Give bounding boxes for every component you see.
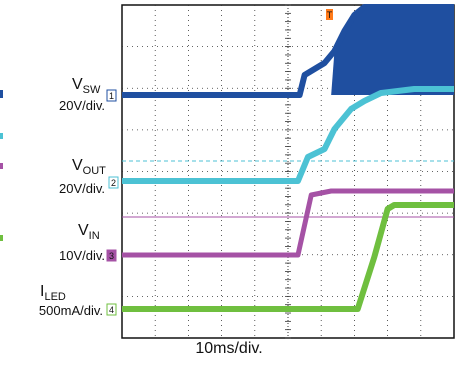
label-vout-sub: OUT [83, 165, 107, 177]
channel-marker-label-2: 2 [111, 178, 116, 188]
channel-marker-1: 1 [106, 89, 117, 102]
channel-marker-label-4: 4 [109, 305, 114, 315]
label-vin-scale: 10V/div. [59, 248, 105, 263]
label-iled-scale: 500mA/div. [39, 303, 103, 318]
label-vsw-scale: 20V/div. [59, 98, 105, 113]
channel-marker-label-1: 1 [109, 91, 114, 101]
trace-ch4 [122, 202, 454, 312]
label-vin-sub: IN [89, 230, 100, 242]
x-axis-scale-label: 10ms/div. [195, 340, 263, 357]
label-iled-main: I [40, 283, 44, 300]
channel-traces [122, 4, 454, 312]
label-iled: ILED 500mA/div. [39, 283, 103, 318]
svg-text:VSW: VSW [72, 76, 101, 96]
svg-text:ILED: ILED [40, 283, 66, 303]
reference-lines [122, 160, 454, 218]
left-edge-mark-cyan [0, 133, 3, 139]
label-vin-main: V [78, 222, 89, 239]
trigger-marker-label: T [327, 10, 333, 20]
label-vout-main: V [72, 157, 83, 174]
trace-ch1 [122, 4, 454, 98]
left-edge-mark-blue [0, 90, 3, 98]
label-vsw-main: V [72, 76, 83, 93]
trace-ch2 [122, 86, 454, 184]
svg-text:VOUT: VOUT [72, 157, 106, 177]
trace-ch3 [122, 188, 454, 258]
label-vout: VOUT 20V/div. [59, 157, 106, 196]
channel-marker-4: 4 [106, 303, 117, 316]
channel-marker-3: 3 [106, 249, 117, 262]
channel-markers: 1 2 3 4 [106, 89, 119, 316]
channel-marker-label-3: 3 [109, 251, 114, 261]
label-vsw: VSW 20V/div. [59, 76, 105, 113]
trace-ch1-envelope [331, 7, 454, 95]
label-iled-sub: LED [44, 291, 65, 303]
label-vsw-sub: SW [83, 84, 101, 96]
trigger-marker: T [326, 9, 333, 20]
svg-text:VIN: VIN [78, 222, 100, 242]
label-vout-scale: 20V/div. [59, 181, 105, 196]
label-vin: VIN 10V/div. [59, 222, 105, 263]
trigger-marker-box [326, 9, 333, 20]
left-edge-mark-green [0, 235, 3, 241]
channel-marker-2: 2 [108, 176, 119, 189]
left-edge-mark-purple [0, 163, 3, 169]
